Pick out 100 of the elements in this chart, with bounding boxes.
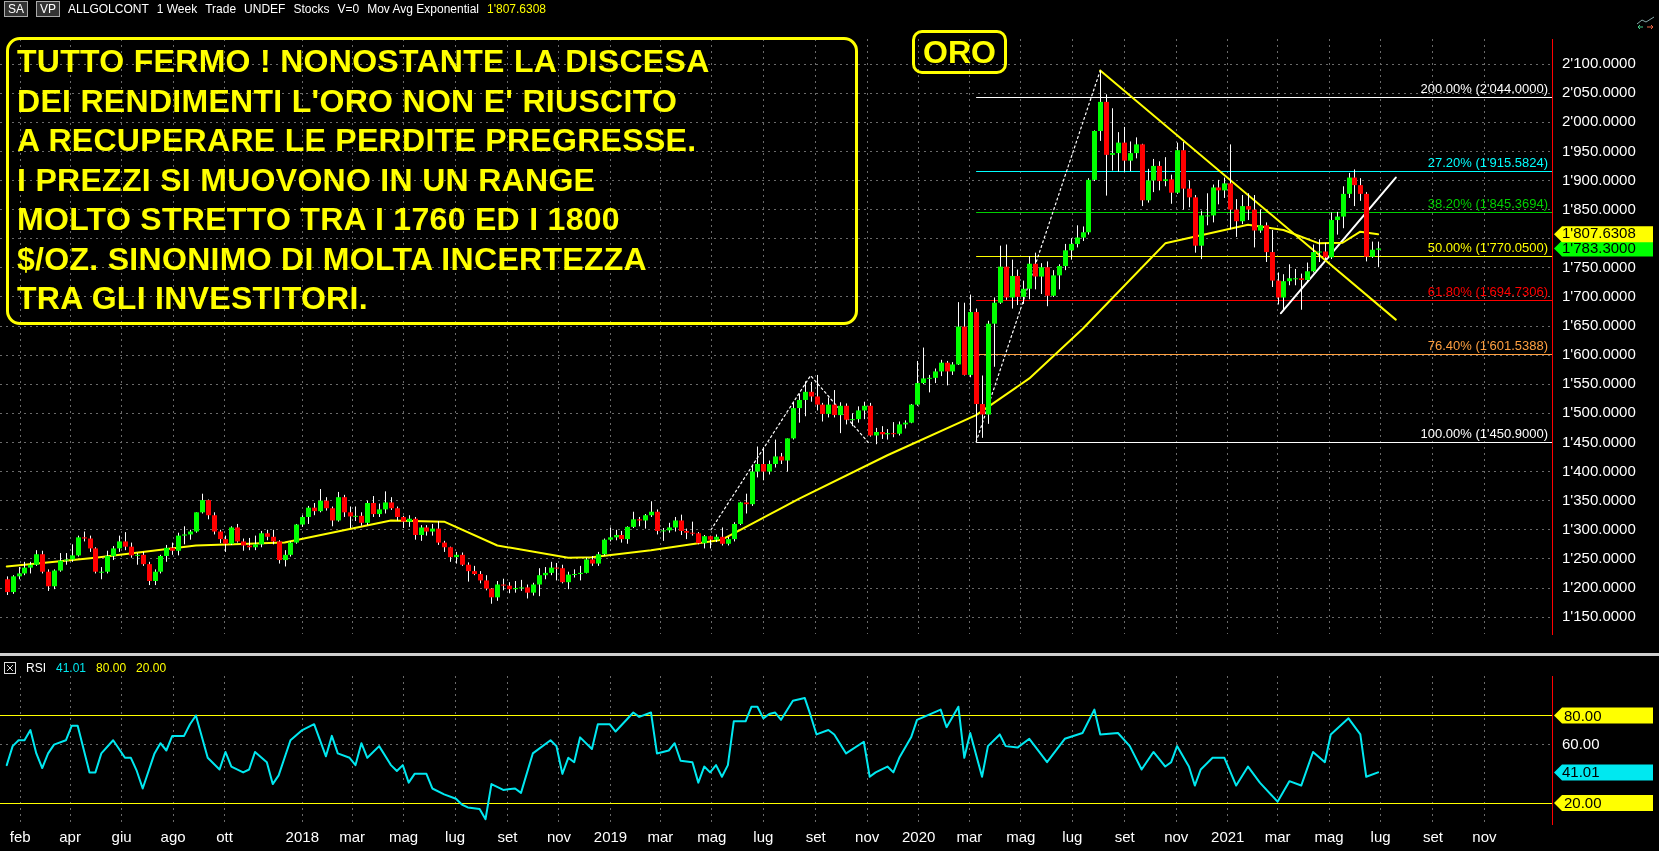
text: 1'807.6308 — [487, 2, 547, 16]
candlestick — [1169, 174, 1174, 205]
candlestick — [1069, 237, 1074, 261]
candlestick — [1187, 179, 1192, 208]
ref-line-label: 76.40% (1'601.5388) — [1427, 337, 1548, 353]
x-tick-label: mar — [956, 828, 983, 846]
y-tick-label: 1'300.0000 — [1562, 519, 1636, 537]
candlestick — [383, 490, 388, 514]
x-tick-label: set — [497, 828, 519, 846]
candlestick — [1021, 280, 1026, 305]
y-tick-label: 1'350.0000 — [1562, 490, 1636, 508]
candlestick — [1116, 131, 1121, 173]
x-tick-label: set — [1422, 828, 1444, 846]
x-tick-label: mag — [389, 828, 419, 846]
x-tick-label: feb — [9, 828, 31, 846]
ref-line-label: 100.00% (1'450.9000) — [1420, 425, 1548, 441]
x-tick-label: lug — [753, 828, 774, 846]
candlestick — [655, 508, 660, 535]
ref-line-label: 27.20% (1'915.5824) — [1427, 154, 1548, 170]
candlestick — [1305, 262, 1310, 284]
x-tick-label: lug — [1370, 828, 1391, 846]
x-tick-label: mag — [1314, 828, 1344, 846]
x-tick-label: 2020 — [902, 828, 936, 846]
candlestick — [413, 516, 418, 541]
y-tick-label: 1'650.0000 — [1562, 316, 1636, 334]
x-tick-label: 2019 — [593, 828, 628, 846]
candlestick — [135, 552, 140, 566]
y-tick-label: 41.01 — [1562, 762, 1600, 780]
candlestick — [158, 554, 163, 574]
text: Stocks — [293, 2, 330, 16]
candlestick — [891, 421, 896, 438]
candlestick — [1057, 263, 1062, 290]
y-tick-label: 2'100.0000 — [1562, 54, 1636, 72]
y-tick-label: 2'000.0000 — [1562, 112, 1636, 130]
candlestick — [93, 546, 98, 574]
candlestick — [773, 439, 778, 468]
x-tick-label: 2018 — [285, 828, 319, 846]
candlestick — [277, 539, 282, 565]
text: Mov Avg Exponential — [367, 2, 480, 16]
candlestick — [371, 495, 376, 518]
candlestick — [755, 446, 760, 478]
candlestick — [1163, 156, 1168, 187]
y-tick-label: 1'750.0000 — [1562, 257, 1636, 275]
chart-title: ORO — [912, 30, 1007, 74]
x-tick-label: mag — [1006, 828, 1036, 846]
candlestick — [820, 402, 825, 422]
candlestick — [992, 296, 997, 368]
x-tick-label: mar — [647, 828, 674, 846]
candlestick — [980, 375, 985, 439]
candlestick — [212, 511, 217, 535]
candlestick — [495, 580, 500, 602]
x-tick-label: set — [1114, 828, 1136, 846]
y-tick-label: 1'550.0000 — [1562, 374, 1636, 392]
candlestick — [1222, 177, 1227, 199]
candlestick — [200, 493, 205, 514]
candlestick — [832, 389, 837, 418]
candlestick — [826, 397, 831, 418]
candlestick — [1033, 252, 1038, 290]
x-tick-label: mar — [339, 828, 366, 846]
y-tick-label: 1'850.0000 — [1562, 199, 1636, 217]
candlestick — [1157, 160, 1162, 191]
candlestick — [679, 514, 684, 536]
candlestick — [732, 521, 737, 542]
candlestick — [1376, 241, 1381, 268]
candlestick — [123, 531, 128, 551]
x-tick-label: lug — [1062, 828, 1083, 846]
candlestick — [436, 520, 441, 546]
candlestick — [838, 401, 843, 434]
y-tick-label: 1'200.0000 — [1562, 578, 1636, 596]
candlestick — [330, 506, 335, 527]
x-tick-label: mar — [1264, 828, 1291, 846]
candlestick — [1341, 185, 1346, 229]
text: UNDEF — [244, 2, 286, 16]
candlestick — [1075, 224, 1080, 248]
candlestick — [1128, 140, 1133, 172]
y-tick-label: 1'900.0000 — [1562, 170, 1636, 188]
text: ALLGOLCONT — [68, 2, 149, 16]
annotation: TUTTO FERMO ! NONOSTANTE LA DISCESA DEI RENDIMENTI L'ORO NON E' RIUSCITO A RECUPERARE LE PERDITE PREGRESSE. I PREZZI SI MUOVONO IN UN RANGE MOLTO STRETTO TRA I 1760 ED I 1800 $/OZ. SINONIMO DI MOLTA INCERTEZZA TRA GLI INVESTITORI. — [6, 37, 858, 325]
candlestick — [318, 488, 323, 513]
candlestick — [306, 505, 311, 525]
candlestick — [1246, 192, 1251, 221]
candlestick — [365, 500, 370, 526]
text: Trade — [205, 2, 237, 16]
candlestick — [1258, 209, 1263, 234]
text: 41.01 — [56, 661, 87, 675]
candlestick — [58, 552, 63, 573]
candlestick — [1347, 172, 1352, 199]
candlestick — [537, 567, 542, 597]
y-tick-label: 1'450.0000 — [1562, 432, 1636, 450]
candlestick — [1151, 158, 1156, 193]
text: SA — [4, 1, 29, 17]
x-tick-label: nov — [546, 828, 572, 846]
candlestick — [720, 526, 725, 547]
candlestick — [194, 511, 199, 534]
candlestick — [1216, 179, 1221, 205]
candlestick — [1010, 259, 1015, 310]
candlestick — [40, 550, 45, 574]
candlestick — [1051, 269, 1056, 298]
candlestick — [5, 575, 10, 596]
candlestick — [176, 532, 181, 556]
